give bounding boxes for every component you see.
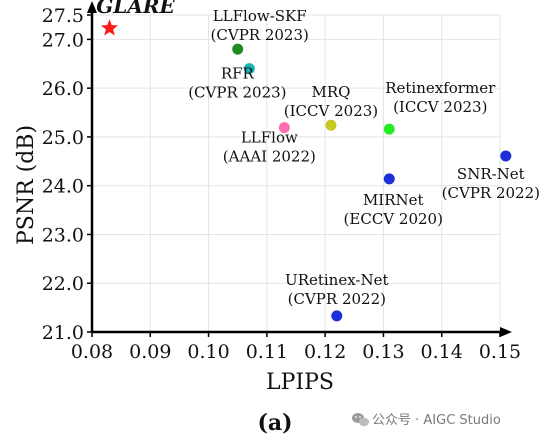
x-tick-label: 0.13: [362, 341, 404, 363]
point-label-mirnet: MIRNet: [363, 191, 424, 209]
axes: [87, 1, 512, 337]
point-label-llflow: LLFlow: [241, 129, 298, 147]
y-axis-title: PSNR (dB): [14, 125, 39, 245]
point-glare-star: [100, 19, 119, 36]
point-label-retinexformer: Retinexformer: [385, 79, 496, 97]
watermark-text: 公众号 · AIGC Studio: [372, 413, 501, 428]
figure-caption: (a): [257, 410, 292, 436]
point-snr-net: [500, 150, 512, 162]
x-tick-label: 0.12: [304, 341, 346, 363]
point-venue-mirnet: (ECCV 2020): [344, 210, 443, 228]
point-venue-retinexformer: (ICCV 2023): [393, 98, 487, 116]
point-retinexformer: [383, 123, 395, 135]
y-axis-arrow: [87, 1, 97, 13]
point-venue-mrq: (ICCV 2023): [284, 102, 378, 120]
grid-lines: [91, 14, 501, 333]
x-tick-label: 0.15: [479, 341, 521, 363]
x-tick-labels: 0.08 0.09 0.10 0.11 0.12 0.13 0.14 0.15: [71, 332, 521, 363]
point-venue-snr-net: (CVPR 2022): [442, 184, 539, 202]
point-venue-llflow-skf: (CVPR 2023): [211, 26, 309, 44]
point-rfr: [243, 63, 255, 75]
watermark: 公众号 · AIGC Studio: [352, 413, 501, 428]
y-tick-label: 27.0: [42, 29, 84, 51]
point-label-mrq: MRQ: [311, 83, 350, 101]
point-llflow-skf: [232, 43, 244, 55]
y-tick-label: 24.0: [42, 176, 84, 198]
y-tick-label: 22.0: [42, 273, 84, 295]
x-tick-label: 0.14: [421, 341, 463, 363]
x-tick-label: 0.08: [71, 341, 113, 363]
x-axis-arrow: [500, 327, 512, 337]
x-tick-label: 0.11: [246, 341, 288, 363]
x-axis-title: LPIPS: [266, 370, 334, 395]
wechat-icon: [352, 413, 369, 427]
point-label-uretinex-net: URetinex-Net: [285, 271, 388, 289]
point-llflow: [278, 122, 290, 134]
point-uretinex-net: [331, 310, 343, 322]
y-tick-label: 25.0: [42, 127, 84, 149]
x-tick-label: 0.09: [129, 341, 171, 363]
point-mrq: [325, 119, 337, 131]
point-venue-rfr: (CVPR 2023): [188, 84, 286, 102]
point-venue-uretinex-net: (CVPR 2022): [288, 290, 386, 308]
point-label-glare: GLARE: [96, 0, 175, 18]
data-points: [100, 19, 512, 322]
x-tick-label: 0.10: [187, 341, 229, 363]
point-labels: GLARE LLFlow-SKF(CVPR 2023)RFR(CVPR 2023)…: [96, 0, 539, 308]
point-venue-llflow: (AAAI 2022): [223, 148, 316, 166]
point-mirnet: [383, 173, 395, 185]
y-tick-label: 26.0: [42, 78, 84, 100]
point-label-llflow-skf: LLFlow-SKF: [213, 7, 307, 25]
y-tick-label: 23.0: [42, 224, 84, 246]
y-tick-label: 27.5: [42, 5, 84, 27]
y-tick-labels: 21.0 22.0 23.0 24.0 25.0 26.0 27.027.5: [42, 5, 92, 344]
point-label-rfr: RFR: [221, 65, 255, 83]
y-tick-label: 21.0: [42, 322, 84, 344]
point-label-snr-net: SNR-Net: [457, 165, 525, 183]
